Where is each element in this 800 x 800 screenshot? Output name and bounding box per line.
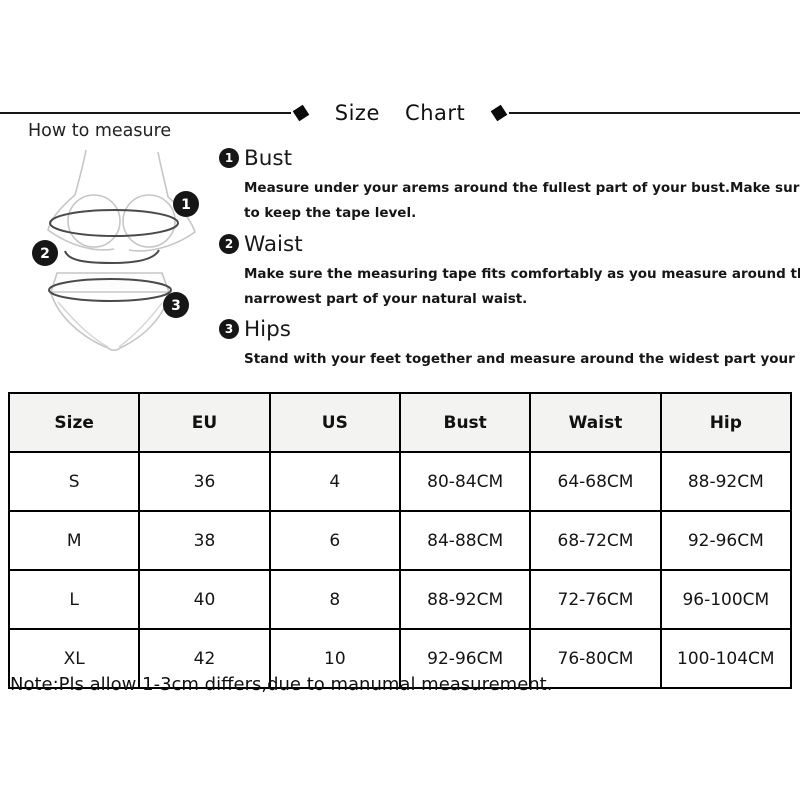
diamond-icon-right <box>490 104 508 122</box>
title-rule-left <box>0 112 291 114</box>
bra-cup-left <box>67 194 121 248</box>
cell-bust: 80-84CM <box>398 451 532 512</box>
hips-number: 3 <box>224 322 234 336</box>
waist-tape-line <box>64 249 160 265</box>
cell-eu: 38 <box>138 510 271 571</box>
cell-bust: 88-92CM <box>398 569 532 630</box>
waist-heading: 2 Waist <box>219 230 794 258</box>
cell-size: S <box>7 451 141 512</box>
cell-size: L <box>7 569 141 630</box>
diagram-marker-bust: 1 <box>173 191 199 217</box>
title-rule-right <box>509 112 800 114</box>
hips-title: Hips <box>244 316 291 342</box>
svg-text:2: 2 <box>40 246 50 262</box>
cell-eu: 42 <box>138 628 271 689</box>
svg-text:3: 3 <box>171 298 181 314</box>
cell-size: M <box>7 510 141 571</box>
cell-waist: 68-72CM <box>529 510 662 571</box>
section-hips: 3 Hips Stand with your feet together and… <box>219 315 800 372</box>
cell-us: 4 <box>268 451 401 512</box>
hip-tape-line <box>48 278 172 302</box>
cell-us: 6 <box>268 510 401 571</box>
table-row-s: S 36 4 80-84CM 64-68CM 88-92CM <box>7 451 793 512</box>
bust-number-badge: 1 <box>219 148 239 168</box>
cell-us: 10 <box>268 628 401 689</box>
bust-number: 1 <box>224 151 234 165</box>
diagram-marker-waist: 2 <box>32 240 58 266</box>
waist-title: Waist <box>244 231 303 257</box>
cell-eu: 40 <box>138 569 271 630</box>
waist-number: 2 <box>224 237 234 251</box>
bra-strap-left <box>74 149 87 196</box>
bust-tape-line <box>49 209 179 237</box>
waist-description-line-1: Make sure the measuring tape fits comfor… <box>244 266 800 282</box>
note-text: Note:Pls allow 1-3cm differs,due to manu… <box>10 674 553 695</box>
bust-title: Bust <box>244 145 293 171</box>
bra-cup-right <box>122 194 176 248</box>
column-header-hip: Hip <box>659 392 793 453</box>
cell-waist: 72-76CM <box>529 569 662 630</box>
cell-hip: 100-104CM <box>659 628 793 689</box>
cell-waist: 64-68CM <box>529 451 662 512</box>
table-header-row: Size EU US Bust Waist Hip <box>7 392 793 453</box>
bust-heading: 1 Bust <box>219 144 794 172</box>
waist-description-line-2: narrowest part of your natural waist. <box>244 291 528 307</box>
page-title: Size Chart <box>334 101 466 125</box>
cell-us: 8 <box>268 569 401 630</box>
hips-heading: 3 Hips <box>219 315 794 343</box>
table-row-m: M 38 6 84-88CM 68-72CM 92-96CM <box>7 510 793 571</box>
cell-size: XL <box>7 628 141 689</box>
hips-number-badge: 3 <box>219 319 239 339</box>
waist-number-badge: 2 <box>219 234 239 254</box>
cell-bust: 92-96CM <box>398 628 532 689</box>
bra-strap-right <box>157 151 169 198</box>
section-waist: 2 Waist Make sure the measuring tape fit… <box>219 230 800 312</box>
table-row-l: L 40 8 88-92CM 72-76CM 96-100CM <box>7 569 793 630</box>
svg-text:1: 1 <box>181 197 191 213</box>
cell-waist: 76-80CM <box>529 628 662 689</box>
section-bust: 1 Bust Measure under your arems around t… <box>219 144 800 226</box>
leg-opening-right <box>118 302 163 348</box>
cell-bust: 84-88CM <box>398 510 532 571</box>
size-table: Size EU US Bust Waist Hip S 36 4 80-84CM… <box>7 392 793 689</box>
column-header-size: Size <box>7 392 141 453</box>
cell-hip: 92-96CM <box>659 510 793 571</box>
column-header-bust: Bust <box>398 392 532 453</box>
cell-hip: 96-100CM <box>659 569 793 630</box>
leg-opening-left <box>57 301 109 348</box>
cell-eu: 36 <box>138 451 271 512</box>
diagram-marker-hips: 3 <box>163 292 189 318</box>
hips-description-line-1: Stand with your feet together and measur… <box>244 351 800 367</box>
column-header-us: US <box>268 392 401 453</box>
how-to-measure-heading: How to measure <box>28 121 172 141</box>
title-banner: Size Chart <box>0 96 800 130</box>
bust-description-line-1: Measure under your arems around the full… <box>244 180 800 196</box>
cell-hip: 88-92CM <box>659 451 793 512</box>
bra-shell-left <box>47 194 115 251</box>
table-row-xl: XL 42 10 92-96CM 76-80CM 100-104CM <box>7 628 793 689</box>
bottom-legs <box>50 292 170 352</box>
column-header-waist: Waist <box>529 392 662 453</box>
bikini-measurement-diagram: 1 2 3 <box>32 149 199 352</box>
column-header-eu: EU <box>138 392 271 453</box>
diamond-icon-left <box>292 104 310 122</box>
bust-description-line-2: to keep the tape level. <box>244 205 417 221</box>
